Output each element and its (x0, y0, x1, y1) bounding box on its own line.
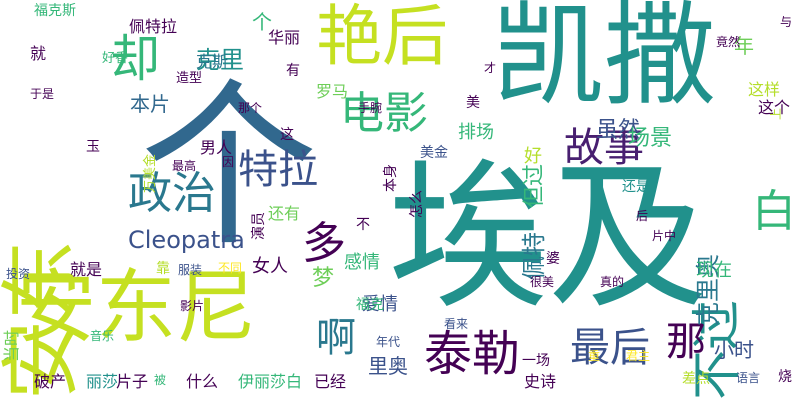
cloud-word: 好香 (102, 51, 129, 66)
cloud-word: 本身 (383, 164, 399, 192)
cloud-word: 史诗 (524, 372, 557, 391)
cloud-word: 片子 (116, 372, 149, 391)
cloud-word: 那个 (238, 101, 263, 115)
cloud-word: 已经 (314, 372, 347, 391)
cloud-word: Cleopatra (128, 226, 245, 254)
cloud-word: 婆 (546, 251, 560, 267)
cloud-word: 不同 (218, 261, 243, 275)
cloud-word: 造型 (176, 71, 203, 86)
cloud-word: 竟然 (716, 35, 741, 49)
cloud-word: 玉 (86, 139, 100, 155)
cloud-word: 手腕 (358, 101, 383, 115)
cloud-word: 不 (356, 217, 370, 233)
cloud-word: 伊丽莎白 (238, 372, 303, 391)
cloud-word: 安东尼 (16, 261, 256, 354)
cloud-word: 年代 (376, 335, 401, 349)
cloud-word: 看来 (444, 317, 469, 331)
cloud-word: 这 (280, 127, 294, 143)
cloud-word: 场景 (628, 126, 673, 151)
cloud-word: 君主 (626, 349, 651, 363)
cloud-word: 靠 (156, 261, 170, 277)
cloud-word: 真的 (600, 275, 625, 289)
cloud-word: 爱情 (362, 294, 398, 315)
cloud-word: 上 (769, 108, 783, 121)
cloud-word: 排场 (458, 122, 494, 143)
cloud-word: 差点 (682, 371, 710, 387)
cloud-word: 服装 (178, 263, 203, 277)
cloud-word: 这样 (748, 80, 781, 99)
cloud-word: 当时 (2, 330, 21, 363)
cloud-word: 音乐 (90, 329, 115, 343)
cloud-word: 片中 (652, 229, 677, 243)
cloud-word: 语言 (736, 371, 761, 385)
cloud-word: 这个 (758, 98, 791, 117)
cloud-word: 梦 (312, 266, 335, 291)
cloud-word: 凯撒 (492, 0, 716, 121)
cloud-word: 本片 (130, 92, 170, 116)
cloud-word: 什么 (186, 372, 219, 391)
cloud-word: 艳后 (316, 0, 448, 75)
cloud-word: 故事 (564, 125, 644, 171)
cloud-word: 后 (636, 209, 649, 223)
cloud-word: 万美金 (143, 154, 158, 194)
cloud-word: 投资 (6, 267, 31, 281)
cloud-word: 好 (524, 146, 542, 167)
cloud-word: 最高 (172, 159, 197, 173)
cloud-word: 里奥 (368, 354, 408, 378)
cloud-word: 个 (140, 63, 318, 270)
cloud-word: 最后 (570, 325, 650, 371)
cloud-word: 破产 (34, 372, 67, 391)
cloud-word: 一场 (522, 353, 550, 369)
cloud-word: 美金 (420, 145, 448, 161)
cloud-word: 特拉 (238, 147, 318, 193)
cloud-word: 美 (466, 95, 480, 111)
cloud-word: 丽莎 (86, 372, 119, 391)
cloud-word: 那 (666, 319, 706, 365)
cloud-word: 却 (110, 30, 160, 88)
cloud-word: 罗马 (316, 82, 349, 101)
cloud-word: 就 (30, 44, 47, 63)
cloud-word: 还有 (268, 204, 301, 223)
cloud-word: 多 (302, 218, 346, 269)
cloud-word: 佩特拉 (129, 17, 178, 36)
cloud-word: 福克斯 (34, 3, 76, 19)
cloud-word: 因 (222, 155, 235, 169)
cloud-word: 小时 (714, 338, 754, 362)
cloud-word: 年 (734, 34, 754, 58)
cloud-word: 被 (154, 373, 167, 387)
cloud-word: 现在 (696, 260, 732, 281)
cloud-word: 华丽 (268, 28, 301, 47)
cloud-word: 于是 (30, 87, 55, 101)
cloud-word: 虽然 (596, 118, 641, 143)
cloud-word: 佩特 (520, 232, 548, 280)
cloud-word: 白 (752, 186, 796, 237)
cloud-word: 感情 (344, 252, 380, 273)
cloud-word: 重 (588, 349, 601, 363)
cloud-word: 与 (780, 15, 793, 29)
cloud-word: 福克 (356, 297, 384, 313)
cloud-word: 政治 (128, 168, 216, 219)
cloud-word: 电影 (340, 88, 428, 139)
cloud-word: 啊 (316, 315, 356, 361)
cloud-word: 男人 (200, 138, 233, 157)
cloud-word: 克里 (196, 46, 244, 74)
cloud-word: 就是 (70, 260, 103, 279)
cloud-word: 有 (286, 63, 300, 79)
cloud-word: 烧 (778, 369, 792, 385)
cloud-word: 泰勒 (424, 326, 521, 382)
cloud-word: 影片 (180, 299, 205, 313)
cloud-word: 但过 (522, 164, 547, 209)
cloud-word: 演员 (251, 212, 267, 240)
cloud-word: 怎么 (409, 190, 425, 218)
cloud-word: 才 (484, 61, 497, 75)
cloud-word: 埃及 (388, 144, 709, 331)
cloud-word: 女人 (252, 256, 288, 277)
cloud-word: 个 (252, 10, 272, 34)
cloud-word: 克斯 (196, 52, 229, 71)
cloud-word: 很美 (530, 275, 555, 289)
cloud-word: 还是 (622, 179, 650, 195)
